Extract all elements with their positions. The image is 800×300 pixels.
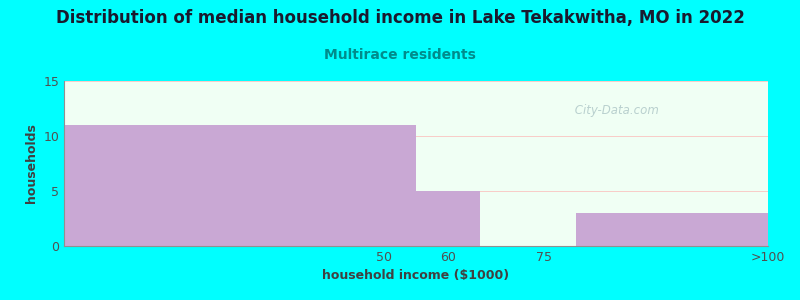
Text: City-Data.com: City-Data.com [571, 104, 658, 117]
Bar [576, 213, 768, 246]
Bar [416, 191, 480, 246]
Bar [64, 125, 416, 246]
Text: Multirace residents: Multirace residents [324, 48, 476, 62]
Y-axis label: households: households [25, 124, 38, 203]
X-axis label: household income ($1000): household income ($1000) [322, 269, 510, 282]
Text: Distribution of median household income in Lake Tekakwitha, MO in 2022: Distribution of median household income … [55, 9, 745, 27]
